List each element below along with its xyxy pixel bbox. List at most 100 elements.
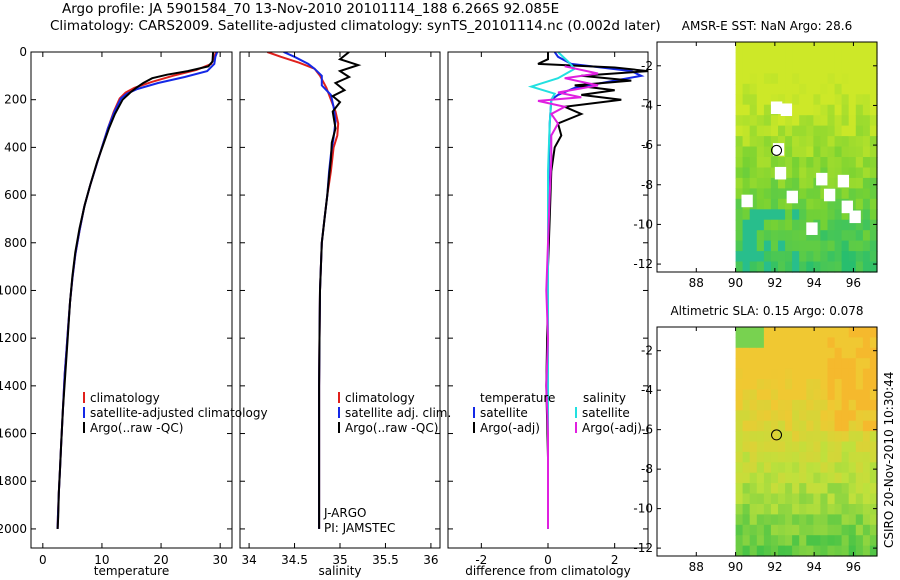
altimetric_sla-cell bbox=[834, 535, 843, 547]
altimetric_sla-cell bbox=[834, 358, 843, 370]
amsr_sst-cell bbox=[834, 52, 843, 64]
altimetric_sla-cell bbox=[855, 410, 864, 422]
amsr_sst-cell bbox=[735, 261, 744, 273]
temperature-series-0-line bbox=[56, 52, 217, 529]
amsr_sst-cell bbox=[749, 115, 758, 127]
altimetric_sla-cell bbox=[792, 347, 800, 359]
altimetric_sla-cell bbox=[763, 399, 772, 411]
amsr_sst-cell bbox=[770, 188, 779, 200]
altimetric_sla-cell bbox=[841, 545, 850, 557]
altimetric_sla-cell bbox=[735, 420, 744, 432]
amsr_sst-cell bbox=[735, 146, 744, 158]
amsr_sst-argo-marker bbox=[771, 144, 783, 156]
altimetric_sla-cell bbox=[770, 358, 779, 370]
altimetric_sla-cell bbox=[834, 420, 843, 432]
altimetric_sla-cell bbox=[735, 545, 744, 557]
amsr_sst-cell bbox=[785, 209, 793, 221]
altimetric_sla-cell bbox=[770, 379, 779, 390]
amsr_sst-cell bbox=[742, 83, 751, 95]
amsr_sst-cell bbox=[763, 62, 772, 74]
altimetric_sla-cell bbox=[785, 514, 793, 526]
amsr_sst-cell bbox=[770, 73, 779, 85]
altimetric_sla-cell bbox=[862, 493, 871, 505]
altimetric_sla-cell bbox=[778, 441, 786, 453]
altimetric_sla-cell bbox=[841, 493, 850, 505]
altimetric_sla-cell bbox=[855, 420, 864, 432]
amsr_sst-cell bbox=[770, 177, 779, 189]
amsr_sst-cell bbox=[792, 94, 800, 106]
amsr_sst-cell bbox=[855, 94, 864, 106]
altimetric_sla-cell bbox=[848, 441, 857, 453]
amsr_sst-cell bbox=[834, 115, 843, 127]
amsr_sst-cell bbox=[792, 83, 800, 95]
amsr_sst-cell bbox=[742, 42, 751, 54]
amsr_sst-cell bbox=[735, 62, 744, 74]
altimetric_sla-cell bbox=[813, 347, 822, 359]
altimetric_sla-cell bbox=[806, 337, 814, 349]
altimetric_sla-cell bbox=[855, 441, 864, 453]
amsr_sst-cell bbox=[820, 251, 829, 263]
amsr_sst-cell bbox=[749, 73, 758, 85]
altimetric_sla-cell bbox=[869, 368, 878, 380]
amsr_sst-cell bbox=[813, 104, 822, 116]
altimetric_sla-cell bbox=[841, 420, 850, 432]
amsr_sst-cell bbox=[799, 219, 807, 231]
amsr_sst-cell bbox=[792, 157, 800, 169]
salinity-xtick-label: 34.5 bbox=[281, 553, 308, 567]
amsr_sst-cloud-gap bbox=[786, 190, 798, 204]
amsr_sst-cell bbox=[792, 42, 800, 54]
amsr_sst-cell bbox=[869, 209, 878, 221]
altimetric_sla-cell bbox=[855, 514, 864, 526]
amsr_sst-cell bbox=[756, 219, 765, 231]
amsr_sst-cell bbox=[827, 177, 836, 189]
amsr_sst-cell bbox=[806, 177, 814, 189]
amsr_sst-cell bbox=[855, 73, 864, 85]
altimetric_sla-cell bbox=[820, 535, 829, 547]
altimetric_sla-cell bbox=[869, 379, 878, 390]
altimetric_sla-cell bbox=[855, 327, 864, 338]
altimetric_sla-cell bbox=[869, 514, 878, 526]
altimetric_sla-cell bbox=[827, 462, 836, 474]
altimetric_sla-cell bbox=[806, 368, 814, 380]
amsr_sst-cell bbox=[785, 219, 793, 231]
altimetric_sla-cell bbox=[778, 358, 786, 370]
amsr_sst-cell bbox=[742, 73, 751, 85]
amsr_sst-cell bbox=[827, 94, 836, 106]
altimetric_sla-cell bbox=[848, 493, 857, 505]
amsr_sst-cell bbox=[756, 157, 765, 169]
amsr_sst-cell bbox=[813, 261, 822, 273]
amsr_sst-cell bbox=[827, 62, 836, 74]
altimetric_sla-cell bbox=[770, 389, 779, 401]
amsr_sst-cell bbox=[770, 83, 779, 95]
salinity-xtick-label: 36 bbox=[423, 553, 438, 567]
altimetric_sla-cell bbox=[778, 410, 786, 422]
altimetric_sla-cell bbox=[813, 379, 822, 390]
altimetric_sla-cell bbox=[820, 441, 829, 453]
altimetric_sla-cell bbox=[813, 524, 822, 536]
altimetric_sla-cell bbox=[820, 483, 829, 495]
amsr_sst-cell bbox=[848, 52, 857, 64]
amsr_sst-cell bbox=[756, 125, 765, 137]
altimetric_sla-cell bbox=[770, 337, 779, 349]
altimetric_sla-cell bbox=[785, 472, 793, 484]
amsr_sst-cell bbox=[827, 83, 836, 95]
altimetric_sla-cell bbox=[862, 358, 871, 370]
amsr_sst-cell bbox=[848, 240, 857, 252]
altimetric_sla-cell bbox=[785, 379, 793, 390]
altimetric_sla-cell bbox=[820, 337, 829, 349]
amsr_sst-cell bbox=[785, 230, 793, 242]
amsr_sst-cell bbox=[799, 188, 807, 200]
temperature-ytick-label: 200 bbox=[4, 93, 27, 107]
salinity-series-1-line bbox=[283, 52, 337, 529]
altimetric_sla-cell bbox=[778, 545, 786, 557]
amsr_sst-cell bbox=[820, 261, 829, 273]
amsr_sst-cell bbox=[785, 125, 793, 137]
altimetric_sla-cell bbox=[742, 420, 751, 432]
altimetric_sla-cell bbox=[820, 462, 829, 474]
amsr_sst-cell bbox=[820, 115, 829, 127]
temperature-ytick-label: 600 bbox=[4, 188, 27, 202]
diff-legend-salinity-header: salinity bbox=[583, 391, 626, 405]
altimetric_sla-cell bbox=[848, 451, 857, 463]
altimetric_sla-cell bbox=[869, 337, 878, 349]
amsr_sst-cell bbox=[749, 52, 758, 64]
